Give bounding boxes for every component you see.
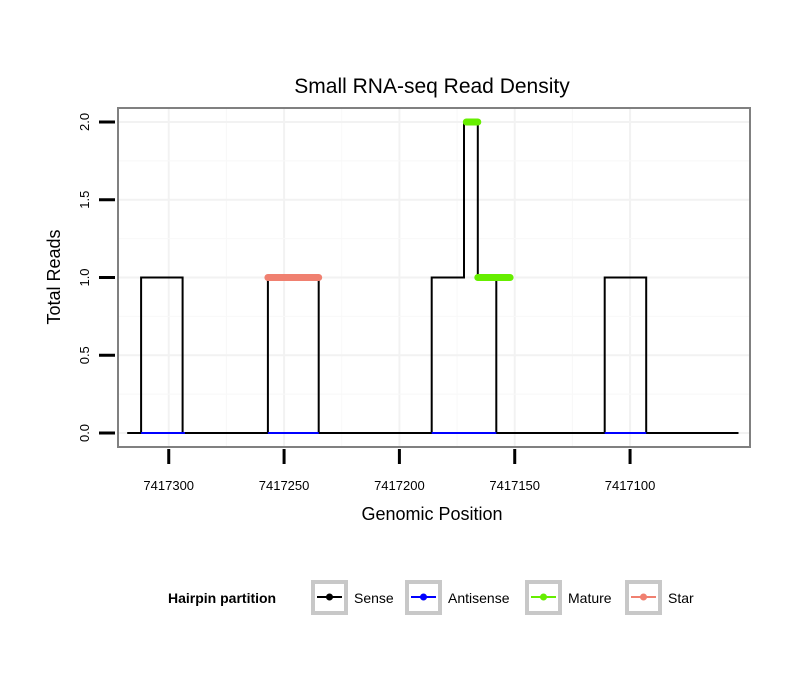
plot-panel-border (117, 107, 751, 448)
legend-key-dot (540, 593, 547, 601)
legend-key-dot (640, 593, 647, 601)
y-tick-label: 1.5 (77, 191, 92, 209)
y-tick-label: 1.0 (77, 268, 92, 286)
legend-key-dot (420, 593, 427, 601)
series-layer (127, 118, 739, 434)
legend-title: Hairpin partition (168, 590, 276, 606)
y-axis-title: Total Reads (44, 229, 64, 324)
x-tick-label: 7417200 (374, 478, 425, 493)
x-tick-label: 7417300 (143, 478, 194, 493)
legend-label: Star (668, 590, 694, 606)
x-tick-label: 7417250 (259, 478, 310, 493)
legend-label: Mature (568, 590, 612, 606)
y-axis: 0.0 0.5 1.0 1.5 2.0 (77, 113, 115, 442)
x-axis: 7417300 7417250 7417200 7417150 7417100 (143, 449, 655, 493)
legend-label: Sense (354, 590, 394, 606)
y-tick-label: 2.0 (77, 113, 92, 131)
legend-item-star: Star (625, 580, 694, 615)
legend-item-sense: Sense (311, 580, 394, 615)
legend-item-antisense: Antisense (405, 580, 510, 615)
y-tick-label: 0.5 (77, 346, 92, 364)
legend: Hairpin partition Sense Antisense Mature St… (168, 580, 694, 615)
x-axis-title: Genomic Position (361, 504, 502, 524)
x-tick-label: 7417100 (605, 478, 656, 493)
legend-label: Antisense (448, 590, 510, 606)
series-sense-line (127, 121, 739, 434)
legend-key-dot (326, 593, 333, 601)
legend-item-mature: Mature (525, 580, 612, 615)
x-tick-label: 7417150 (489, 478, 540, 493)
chart-title: Small RNA-seq Read Density (294, 75, 570, 98)
y-tick-label: 0.0 (77, 424, 92, 442)
